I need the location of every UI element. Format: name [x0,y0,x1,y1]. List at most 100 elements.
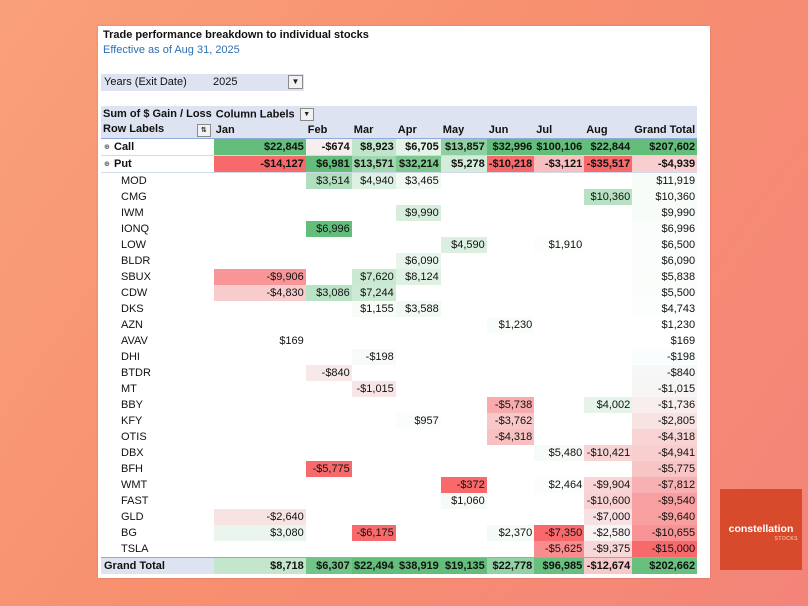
row-label: DBX [121,447,144,459]
value-cell [534,173,584,190]
value-cell [396,493,441,509]
sort-filter-icon[interactable]: ⇅ [196,124,211,137]
value-cell: -$4,318 [486,429,535,445]
value-cell [396,285,441,301]
row-label: BG [121,527,137,539]
month-header: Jul [534,122,585,139]
value-cell: -$5,775 [305,461,352,477]
table-row: AVAV $169 $169 [101,333,698,349]
value-cell [352,541,396,558]
value-cell [214,477,306,493]
value-cell [584,301,632,317]
value-cell [396,429,441,445]
value-cell [352,461,396,477]
value-cell [214,205,306,221]
value-cell [352,397,396,413]
value-cell [487,253,534,269]
grand-total-cell: $6,090 [632,253,698,269]
value-cell [214,461,306,477]
value-cell: -$9,375 [584,541,633,558]
value-cell [487,365,534,381]
grand-total-cell: $6,500 [632,237,698,253]
value-cell [396,397,441,413]
value-cell [306,429,352,445]
value-cell [487,269,534,285]
expand-toggle-icon[interactable]: ⊕ [104,143,110,151]
expand-toggle-icon[interactable]: ⊕ [104,160,110,168]
value-cell [214,173,306,190]
value-cell [534,301,584,317]
value-cell [396,477,441,493]
value-cell [441,221,487,237]
value-cell [396,221,441,237]
value-cell: -$2,640 [213,509,306,525]
row-label: GLD [121,511,144,523]
value-cell: $3,588 [395,301,441,317]
filter-icon[interactable]: ▼ [288,75,303,89]
value-cell: -$7,000 [584,509,633,525]
row-label: WMT [121,479,148,491]
value-cell [352,365,396,381]
value-cell: -$35,517 [584,155,633,173]
report-title: Trade performance breakdown to individua… [103,29,369,41]
value-cell [396,381,441,397]
grand-total-cell: -$2,805 [632,413,698,429]
value-cell: $6,090 [395,253,441,269]
value-cell [214,301,306,317]
value-cell: $5,278 [440,155,487,173]
year-filter[interactable]: Years (Exit Date) 2025 ▼ [101,74,304,91]
value-cell [534,189,584,205]
grand-total-cell: -$4,318 [632,429,698,445]
row-label: BFH [121,463,143,475]
value-cell: $6,981 [305,155,352,173]
table-row: BG $3,080 -$6,175 $2,370 -$7,350 -$2,580 -$10,… [101,525,698,541]
value-cell [214,493,306,509]
value-cell: $8,124 [395,269,441,285]
row-label: MOD [121,175,147,187]
value-cell: $6,996 [305,221,352,237]
table-row: MOD $3,514 $4,940 $3,465 $11,919 [101,172,698,190]
month-header: Jun [486,122,535,139]
grand-total-cell: $9,990 [632,205,698,221]
value-cell: -$12,674 [584,557,633,574]
value-cell: $13,571 [351,155,396,173]
value-cell: -$5,738 [486,397,535,413]
value-cell: $1,155 [351,301,396,317]
value-cell [534,317,584,333]
grand-total-cell: -$10,655 [632,525,698,541]
value-cell: -$6,175 [351,525,396,541]
row-label: TSLA [121,543,149,555]
grand-total-cell: -$9,540 [632,493,698,509]
value-cell [441,333,487,349]
table-row: AZN $1,230 $1,230 [101,317,698,333]
value-cell [214,221,306,237]
grand-total-row: Grand Total $8,718 $6,307 $22,494 $38,919 $19… [101,557,698,574]
value-cell [306,493,352,509]
row-label: CDW [121,287,148,299]
value-cell: -$5,625 [534,541,585,558]
month-header: Aug [584,122,633,139]
value-cell [306,381,352,397]
value-cell: $22,845 [213,138,306,156]
value-cell [534,269,584,285]
value-cell [352,221,396,237]
column-filter-icon[interactable]: ▼ [299,107,314,121]
table-row: KFY $957 -$3,762 -$2,805 [101,413,698,429]
value-cell [396,237,441,253]
value-cell [352,477,396,493]
grand-total-cell: -$1,015 [632,381,698,397]
value-cell [352,429,396,445]
value-cell [441,525,487,541]
value-cell [584,173,632,190]
table-row: CDW -$4,830 $3,086 $7,244 $5,500 [101,285,698,301]
value-cell [306,237,352,253]
grand-total-cell: $207,602 [632,138,698,156]
report-subtitle: Effective as of Aug 31, 2025 [103,44,240,56]
value-cell [487,461,534,477]
value-cell: -$9,904 [584,477,633,493]
value-cell [487,349,534,365]
value-cell [534,365,584,381]
value-cell [584,317,632,333]
value-cell [441,269,487,285]
value-cell [306,525,352,541]
